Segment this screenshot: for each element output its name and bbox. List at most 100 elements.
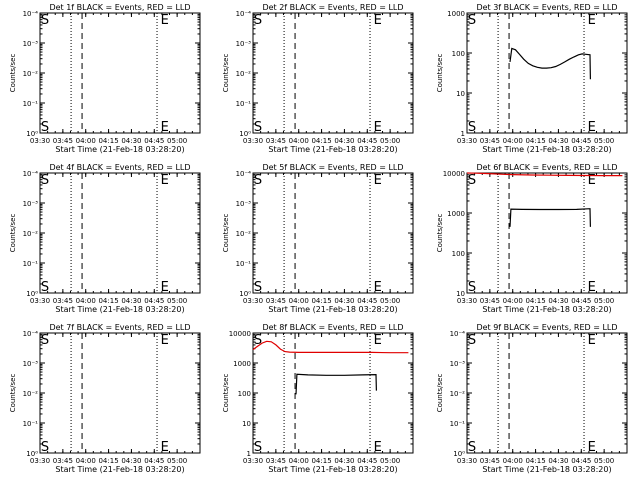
events-series-line (295, 373, 377, 395)
x-tick-label: 04:30 (334, 457, 354, 465)
y-tick-label: 1000 (233, 360, 251, 368)
x-tick-label: 04:30 (334, 297, 354, 305)
y-tick-label: 100 (452, 50, 465, 58)
marker-s: S (468, 120, 476, 135)
x-tick-label: 04:45 (357, 137, 377, 145)
x-axis-label: Start Time (21-Feb-18 03:28:20) (268, 145, 397, 154)
panel-title: Det 1f BLACK = Events, RED = LLD (49, 3, 190, 12)
x-tick-label: 03:30 (30, 457, 50, 465)
y-tick-label: 10⁰ (26, 130, 38, 138)
panel-title: Det 8f BLACK = Events, RED = LLD (262, 323, 403, 332)
y-tick-label: 10⁻² (236, 230, 252, 238)
y-tick-label: 10⁻⁴ (236, 170, 252, 178)
x-tick-label: 04:00 (289, 137, 309, 145)
x-tick-label: 03:45 (53, 457, 73, 465)
marker-s: S (254, 333, 262, 348)
y-tick-label: 10 (242, 420, 251, 428)
events-series-line (509, 47, 591, 80)
y-tick-label: 1 (247, 450, 251, 458)
y-tick-label: 10⁻³ (236, 200, 252, 208)
x-tick-label: 03:45 (266, 457, 286, 465)
lld-series-line (466, 172, 623, 177)
panel-3: Det 3f BLACK = Events, RED = LLD 03:30 03:… (436, 3, 628, 154)
marker-e: E (588, 173, 596, 188)
x-tick-label: 04:15 (525, 137, 545, 145)
y-axis-label: Counts/sec (9, 214, 17, 253)
x-tick-label: 04:45 (144, 457, 164, 465)
events-series-line (509, 208, 591, 227)
x-tick-label: 04:15 (98, 297, 118, 305)
plot-frame (39, 12, 201, 134)
y-tick-label: 10⁻¹ (236, 100, 252, 108)
x-tick-label: 05:00 (594, 457, 614, 465)
x-tick-label: 04:15 (525, 297, 545, 305)
panel-title: Det 2f BLACK = Events, RED = LLD (262, 3, 403, 12)
y-tick-label: 10⁻² (236, 70, 252, 78)
x-tick-label: 03:45 (266, 297, 286, 305)
y-tick-label: 10⁰ (239, 130, 251, 138)
plot-frame (252, 332, 414, 454)
x-tick-label: 04:45 (571, 137, 591, 145)
y-tick-label: 10⁻³ (23, 360, 39, 368)
x-tick-label: 03:30 (457, 457, 477, 465)
marker-s: S (254, 120, 262, 135)
marker-e: E (588, 13, 596, 28)
marker-e: E (588, 440, 596, 455)
x-axis-label: Start Time (21-Feb-18 03:28:20) (482, 145, 611, 154)
x-tick-label: 04:00 (289, 297, 309, 305)
x-axis-label: Start Time (21-Feb-18 03:28:20) (55, 145, 184, 154)
marker-e: E (161, 280, 169, 295)
x-axis-label: Start Time (21-Feb-18 03:28:20) (268, 305, 397, 314)
x-tick-label: 04:00 (503, 137, 523, 145)
plot-frame (466, 332, 628, 454)
x-tick-label: 03:30 (457, 297, 477, 305)
x-tick-label: 05:00 (380, 297, 400, 305)
marker-e: E (588, 120, 596, 135)
marker-e: E (161, 440, 169, 455)
x-tick-label: 04:45 (144, 137, 164, 145)
panel-title: Det 7f BLACK = Events, RED = LLD (49, 323, 190, 332)
y-tick-label: 10 (456, 290, 465, 298)
y-tick-label: 10⁻² (450, 390, 466, 398)
x-tick-label: 04:00 (76, 457, 96, 465)
panel-6: Det 6f BLACK = Events, RED = LLD 03:30 03:… (436, 163, 628, 314)
y-tick-label: 10⁻² (23, 230, 39, 238)
y-tick-label: 10⁰ (453, 450, 465, 458)
panel-5: Det 5f BLACK = Events, RED = LLD 03:30 03:… (222, 163, 414, 314)
marker-s: S (254, 440, 262, 455)
x-tick-label: 04:15 (311, 457, 331, 465)
y-tick-label: 1000 (447, 10, 465, 18)
marker-s: S (254, 280, 262, 295)
panel-title: Det 9f BLACK = Events, RED = LLD (476, 323, 617, 332)
y-tick-label: 100 (238, 390, 251, 398)
plot-frame (252, 12, 414, 134)
x-tick-label: 04:30 (334, 137, 354, 145)
x-tick-label: 04:00 (76, 297, 96, 305)
y-axis-label: Counts/sec (436, 214, 444, 253)
x-tick-label: 03:30 (30, 297, 50, 305)
y-axis-label: Counts/sec (436, 374, 444, 413)
y-tick-label: 10⁻¹ (23, 420, 39, 428)
marker-s: S (41, 13, 49, 28)
x-tick-label: 04:00 (503, 297, 523, 305)
x-tick-label: 05:00 (594, 137, 614, 145)
marker-e: E (374, 280, 382, 295)
marker-e: E (374, 333, 382, 348)
marker-s: S (468, 173, 476, 188)
y-axis-label: Counts/sec (9, 54, 17, 93)
marker-s: S (41, 440, 49, 455)
x-tick-label: 04:15 (98, 457, 118, 465)
panel-4: Det 4f BLACK = Events, RED = LLD 03:30 03:… (9, 163, 201, 314)
panel-7: Det 7f BLACK = Events, RED = LLD 03:30 03:… (9, 323, 201, 474)
y-axis-label: Counts/sec (222, 374, 230, 413)
y-tick-label: 10⁰ (26, 290, 38, 298)
x-tick-label: 04:45 (357, 297, 377, 305)
y-tick-label: 10⁻¹ (23, 260, 39, 268)
x-tick-label: 04:45 (144, 297, 164, 305)
y-tick-label: 10⁻¹ (450, 420, 466, 428)
marker-e: E (374, 13, 382, 28)
plot-frame (466, 12, 628, 134)
x-tick-label: 04:30 (121, 457, 141, 465)
marker-e: E (161, 120, 169, 135)
